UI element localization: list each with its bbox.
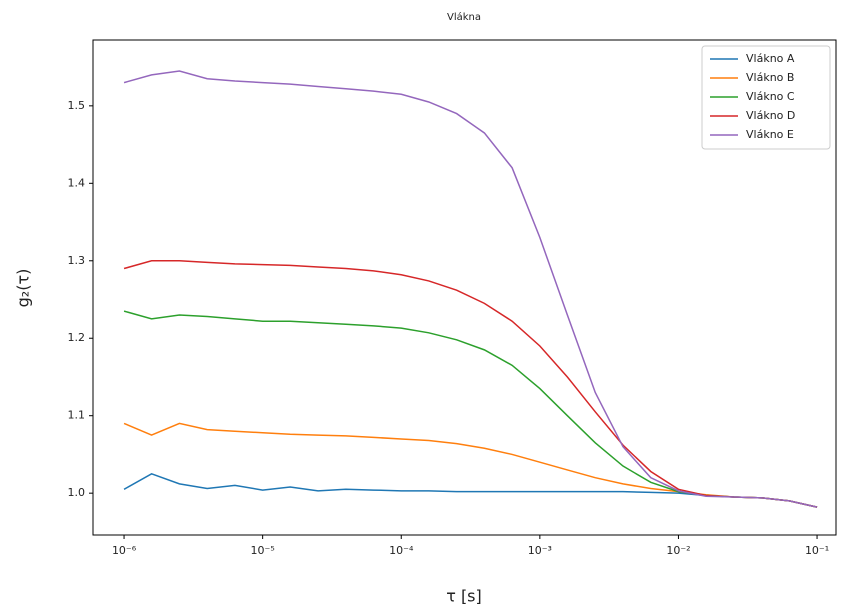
plot-frame bbox=[92, 39, 837, 536]
series-line bbox=[123, 310, 818, 508]
legend-label: Vlákno B bbox=[746, 71, 794, 84]
x-tick-label: 10⁻⁶ bbox=[112, 544, 137, 557]
series-line bbox=[123, 472, 818, 508]
series-line bbox=[123, 260, 818, 508]
series-line bbox=[123, 422, 818, 508]
legend-label: Vlákno A bbox=[746, 52, 795, 65]
legend-label: Vlákno D bbox=[746, 109, 795, 122]
legend-label: Vlákno E bbox=[746, 128, 794, 141]
series-line bbox=[123, 70, 818, 508]
legend-label: Vlákno C bbox=[746, 90, 795, 103]
y-tick-label: 1.3 bbox=[68, 254, 86, 267]
x-tick-label: 10⁻³ bbox=[528, 544, 552, 557]
y-tick-label: 1.5 bbox=[68, 99, 86, 112]
y-tick-label: 1.0 bbox=[68, 486, 86, 499]
x-tick-label: 10⁻² bbox=[666, 544, 690, 557]
y-axis-label: g₂(τ) bbox=[14, 269, 33, 308]
x-tick-label: 10⁻⁴ bbox=[389, 544, 414, 557]
y-tick-label: 1.1 bbox=[68, 409, 86, 422]
x-tick-label: 10⁻¹ bbox=[805, 544, 829, 557]
legend-box bbox=[701, 45, 831, 150]
x-axis-label: τ [s] bbox=[446, 587, 482, 606]
chart-title: Vlákna bbox=[447, 11, 481, 23]
y-tick-label: 1.2 bbox=[68, 331, 86, 344]
x-tick-label: 10⁻⁵ bbox=[251, 544, 275, 557]
y-tick-label: 1.4 bbox=[68, 176, 86, 189]
